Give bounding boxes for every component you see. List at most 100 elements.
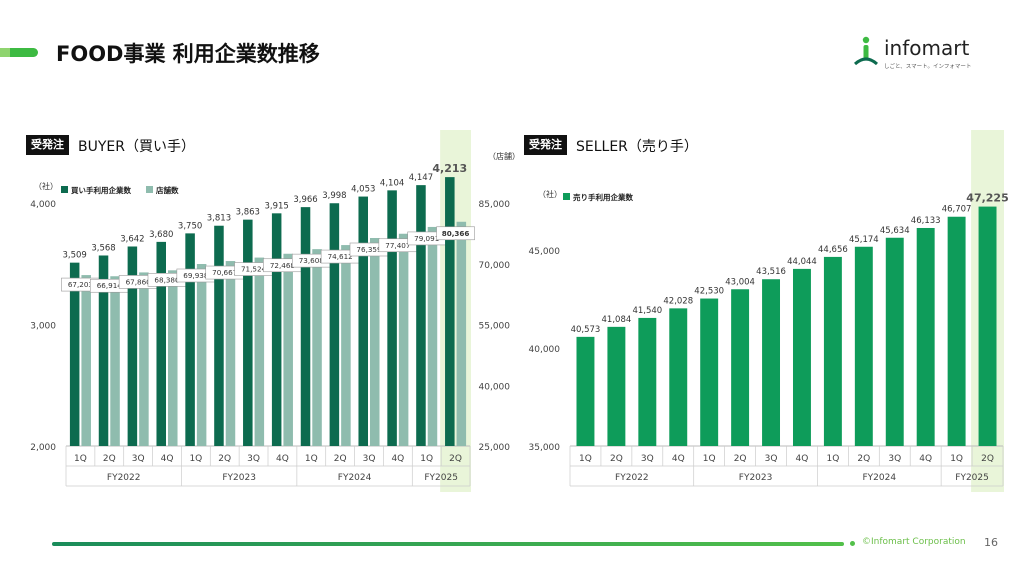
bar-companies [416,185,426,446]
bar-companies [329,203,340,446]
bar-stores [81,275,91,446]
x-tick-label: 4Q [391,454,404,464]
bar-stores [225,261,236,446]
bar-sellers [792,268,811,446]
bar-companies [300,207,311,446]
x-tick-label: 1Q [74,454,87,464]
data-label: 42,530 [694,287,724,297]
data-label: 46,707 [942,205,972,215]
bar-stores [254,257,265,446]
y-tick-label-right: 40,000 [479,382,511,392]
x-tick-label: 4Q [276,454,289,464]
x-tick-label: 2Q [449,454,462,464]
y-tick-label-right: 55,000 [479,322,511,332]
store-data-label: 72,468 [270,261,296,270]
x-tick-label: 1Q [579,454,592,464]
page-number: 16 [984,536,998,549]
y-tick-label-left: 4,000 [30,200,56,210]
data-label: 40,573 [571,325,601,335]
bar-stores [139,272,149,446]
seller-badge: 受発注 [524,135,567,155]
x-tick-label: 3Q [888,454,901,464]
footer-divider [52,542,844,546]
data-label: 43,516 [756,267,786,277]
data-label: 46,133 [911,216,941,226]
bar-stores [341,245,351,446]
y-tick-label-left: 2,000 [30,443,56,453]
y-unit-label-right: （店舗） [488,151,520,161]
bar-stores [427,226,438,446]
legend-swatch [61,186,68,193]
data-label: 3,680 [149,230,173,240]
data-label: 3,568 [91,243,115,253]
footer-copyright: ©Infomart Corporation [862,537,966,547]
data-label: 3,642 [120,234,144,244]
x-tick-label: 1Q [826,454,839,464]
x-tick-label: 1Q [703,454,716,464]
bar-companies [127,246,138,446]
bar-sellers [669,308,688,446]
x-tick-label: 4Q [672,454,685,464]
store-data-label: 67,203 [68,280,93,289]
y-tick-label-right: 85,000 [479,200,511,210]
y-unit-label-left: （社） [34,181,58,191]
x-tick-label: 3Q [247,454,260,464]
x-tick-label: 4Q [796,454,809,464]
bar-companies [243,219,253,446]
x-tick-label: 3Q [132,454,145,464]
store-data-label: 73,608 [299,256,325,265]
buyer-badge: 受発注 [26,135,69,155]
data-label: 44,044 [787,257,817,267]
data-label: 3,863 [236,208,260,218]
page-title: FOOD事業 利用企業数推移 [56,42,320,66]
y-tick-label-left: 3,000 [30,322,56,332]
fiscal-year-label: FY2022 [615,473,649,483]
data-label: 3,509 [62,251,86,261]
store-data-label: 80,366 [442,229,470,238]
x-tick-label: 4Q [919,454,932,464]
x-tick-label: 2Q [857,454,870,464]
y-tick-label-right: 70,000 [479,261,511,271]
x-tick-label: 1Q [950,454,963,464]
logo-text: infomart [884,36,970,60]
bar-companies [156,241,166,446]
x-tick-label: 1Q [420,454,433,464]
fiscal-year-label: FY2024 [338,473,372,483]
x-tick-label: 4Q [161,454,174,464]
bar-stores [283,253,293,446]
x-tick-label: 1Q [189,454,202,464]
fiscal-year-label: FY2024 [862,473,896,483]
bar-sellers [607,326,626,446]
x-tick-label: 3Q [363,454,376,464]
store-label-box [436,226,475,241]
bar-companies [185,233,195,446]
bar-stores [398,233,409,446]
bar-companies [358,196,368,446]
bar-stores [196,264,207,446]
bar-stores [370,237,380,446]
x-tick-label: 2Q [334,454,347,464]
bar-stores [312,249,322,446]
legend-label: 売り手利用企業数 [573,192,633,202]
buyer-chart-title: BUYER（買い手） [78,139,195,155]
fiscal-year-label: FY2022 [107,473,141,483]
footer-dot [850,541,855,546]
legend-label: 店舗数 [156,185,179,195]
infomart-logo-icon [853,36,879,66]
bar-companies [214,225,224,446]
x-tick-label: 3Q [765,454,778,464]
title-accent-dash [0,48,10,57]
legend-swatch [563,193,570,200]
store-data-label: 71,524 [241,265,267,274]
bar-sellers [885,237,904,446]
data-label: 47,225 [966,192,1008,205]
data-label: 45,174 [849,235,879,245]
title-accent-bar [0,48,38,57]
data-label: 4,104 [380,178,404,188]
bar-sellers [916,227,935,446]
store-data-label: 77,407 [385,241,410,250]
bar-stores [110,276,120,446]
y-tick-label-left: 45,000 [529,247,561,257]
store-data-label: 76,359 [356,245,382,254]
